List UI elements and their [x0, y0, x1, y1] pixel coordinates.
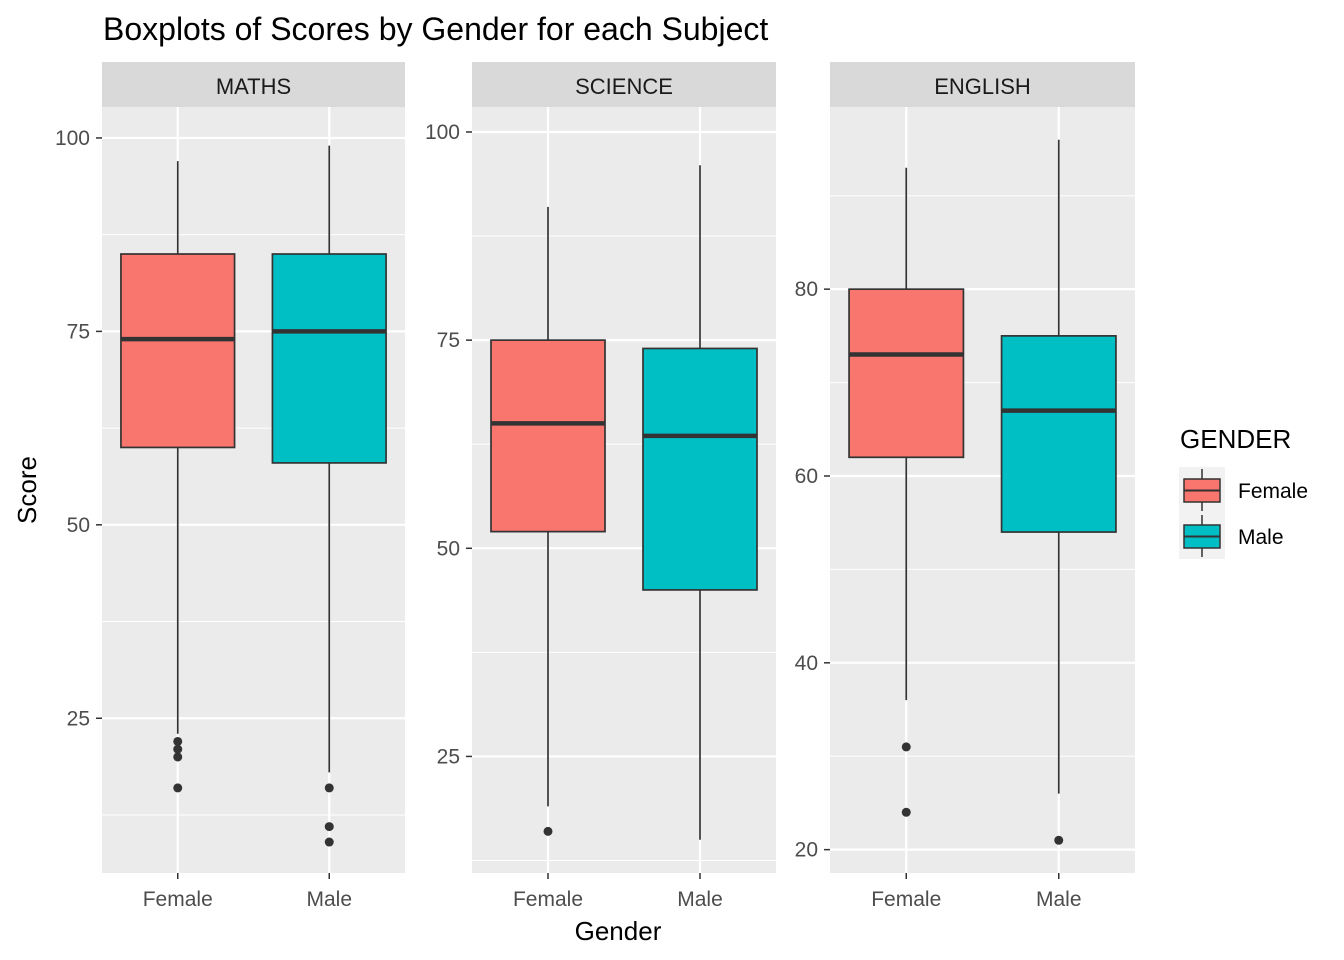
outlier-point [901, 807, 911, 817]
iqr-box [490, 339, 606, 533]
outlier-point [1054, 835, 1064, 845]
outlier-point [543, 826, 553, 836]
x-tick-label: Male [306, 888, 352, 911]
strip-label-maths: MATHS [216, 74, 291, 99]
y-tick-label: 80 [795, 278, 818, 301]
outlier-point [173, 783, 183, 793]
strip-label-science: SCIENCE [575, 74, 673, 99]
x-tick-label: Male [1036, 888, 1082, 911]
y-tick-label: 60 [795, 465, 818, 488]
box-english-female [848, 167, 965, 817]
panel-science: SCIENCE 25 50 75 100 Female Male [425, 62, 776, 911]
legend-key-female: Female [1179, 467, 1308, 513]
y-tick-label: 50 [437, 537, 460, 560]
x-tick-label: Male [677, 888, 723, 911]
iqr-box [271, 253, 387, 464]
y-tick-label: 25 [437, 745, 460, 768]
iqr-box [1000, 335, 1117, 533]
y-tick-label: 100 [425, 121, 460, 144]
box-english-male [1000, 139, 1117, 845]
outlier-point [173, 752, 183, 762]
y-axis-title: Score [12, 456, 42, 524]
outlier-point [324, 783, 334, 793]
outlier-point [173, 736, 183, 746]
panel-maths: MATHS 25 50 75 100 Female Male [55, 62, 405, 911]
x-axis-title: Gender [575, 916, 662, 946]
y-tick-label: 20 [795, 839, 818, 862]
box-maths-female [120, 161, 236, 793]
strip-label-english: ENGLISH [934, 74, 1031, 99]
box-maths-male [271, 145, 387, 847]
iqr-box [642, 347, 758, 591]
strip-english [830, 62, 1135, 107]
panel-background-maths [102, 107, 405, 873]
panel-english: ENGLISH 20 40 60 80 Female Male [795, 62, 1135, 911]
y-tick-label: 75 [437, 329, 460, 352]
legend-title: GENDER [1180, 424, 1291, 454]
legend-key-male: Male [1179, 513, 1284, 559]
x-tick-label: Female [513, 888, 583, 911]
iqr-box [120, 253, 236, 449]
box-science-female [490, 206, 606, 836]
strip-maths [102, 62, 405, 107]
legend-label-female: Female [1238, 480, 1308, 503]
x-tick-label: Female [143, 888, 213, 911]
y-tick-label: 50 [67, 514, 90, 537]
iqr-box [848, 288, 965, 459]
strip-science [472, 62, 776, 107]
y-tick-label: 25 [67, 707, 90, 730]
outlier-point [901, 742, 911, 752]
outlier-point [173, 744, 183, 754]
y-tick-label: 100 [55, 127, 90, 150]
box-science-male [642, 165, 758, 840]
legend-label-male: Male [1238, 526, 1284, 549]
x-tick-label: Female [871, 888, 941, 911]
legend-keys: Female Male [1179, 467, 1308, 559]
y-tick-label: 75 [67, 320, 90, 343]
facet-panels: MATHS 25 50 75 100 Female Male SCIENCE 25 50 75 100… [55, 62, 1135, 911]
y-tick-label: 40 [795, 652, 818, 675]
outlier-point [324, 837, 334, 847]
legend: GENDER Female Male [1179, 424, 1308, 559]
outlier-point [324, 822, 334, 832]
chart-title: Boxplots of Scores by Gender for each Su… [103, 11, 768, 47]
